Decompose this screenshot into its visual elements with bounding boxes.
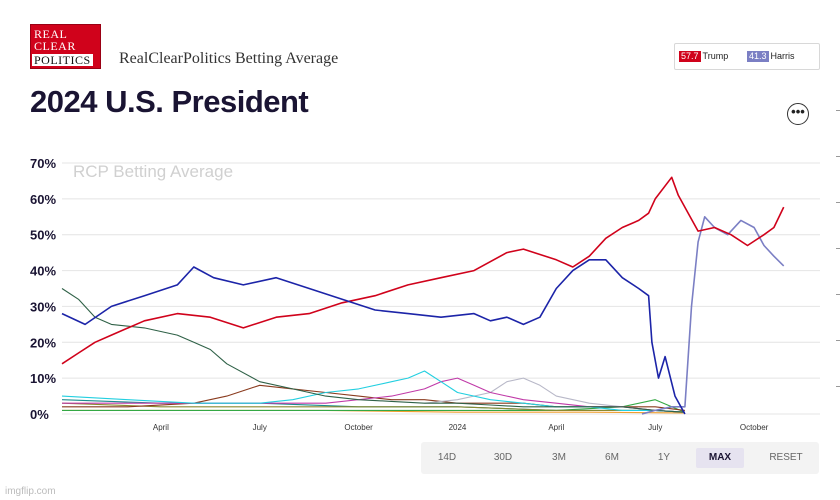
range-selector: 14D 30D 3M 6M 1Y MAX RESET: [421, 442, 819, 474]
series-line-biden: [61, 259, 686, 415]
x-tick-label: 2024: [449, 423, 467, 432]
more-options-button[interactable]: •••: [787, 103, 809, 125]
x-tick-label: October: [344, 423, 373, 432]
x-axis-ticks: April July October 2024 April July October: [153, 423, 769, 432]
site-title: RealClearPolitics Betting Average: [119, 50, 339, 67]
legend-label-trump: Trump: [702, 51, 729, 61]
y-tick-label: 40%: [30, 264, 56, 279]
logo-line-3: POLITICS: [32, 53, 93, 67]
range-max-button[interactable]: MAX: [696, 448, 744, 468]
range-14d-button[interactable]: 14D: [437, 452, 457, 463]
betting-average-chart: 0% 10% 20% 30% 40% 50% 60% 70% April July October…: [30, 156, 820, 432]
page-title: 2024 U.S. President: [30, 84, 309, 119]
legend: 57.7 Trump 41.3 Harris: [674, 43, 820, 70]
x-tick-label: July: [648, 423, 662, 432]
range-30d-button[interactable]: 30D: [493, 452, 513, 463]
legend-value-trump: 57.7: [679, 51, 701, 62]
range-6m-button[interactable]: 6M: [605, 452, 619, 463]
series-line-trump: [61, 176, 785, 365]
image-credit: imgflip.com: [5, 486, 56, 497]
series-line-cyan: [61, 370, 685, 413]
y-axis-ticks: 0% 10% 20% 30% 40% 50% 60% 70%: [30, 156, 56, 422]
right-edge-ticks: [836, 110, 840, 390]
range-reset-button[interactable]: RESET: [769, 452, 803, 463]
chart-watermark: RCP Betting Average: [73, 162, 234, 181]
series-line-green: [62, 399, 686, 413]
range-3m-button[interactable]: 3M: [552, 452, 566, 463]
y-tick-label: 10%: [30, 371, 56, 386]
series-lines: [61, 176, 785, 415]
legend-item-harris[interactable]: 41.3 Harris: [747, 51, 795, 62]
y-tick-label: 60%: [30, 192, 56, 207]
x-tick-label: July: [253, 423, 267, 432]
legend-item-trump[interactable]: 57.7 Trump: [679, 51, 728, 62]
y-tick-label: 0%: [30, 407, 49, 422]
legend-label-harris: Harris: [770, 51, 795, 61]
x-tick-label: April: [153, 423, 169, 432]
series-line-newsom: [61, 288, 685, 413]
legend-value-harris: 41.3: [747, 51, 769, 62]
x-tick-label: October: [740, 423, 769, 432]
logo-line-2: CLEAR: [34, 39, 76, 53]
range-1y-button[interactable]: 1Y: [657, 452, 671, 463]
y-tick-label: 30%: [30, 299, 56, 314]
y-tick-label: 20%: [30, 335, 56, 350]
rcp-logo[interactable]: REAL CLEAR POLITICS: [30, 24, 101, 69]
chart-grid: [62, 162, 820, 415]
series-line-harris: [641, 216, 785, 415]
y-tick-label: 50%: [30, 228, 56, 243]
y-tick-label: 70%: [30, 156, 56, 171]
x-tick-label: April: [548, 423, 564, 432]
logo-line-1: REAL: [34, 27, 68, 41]
